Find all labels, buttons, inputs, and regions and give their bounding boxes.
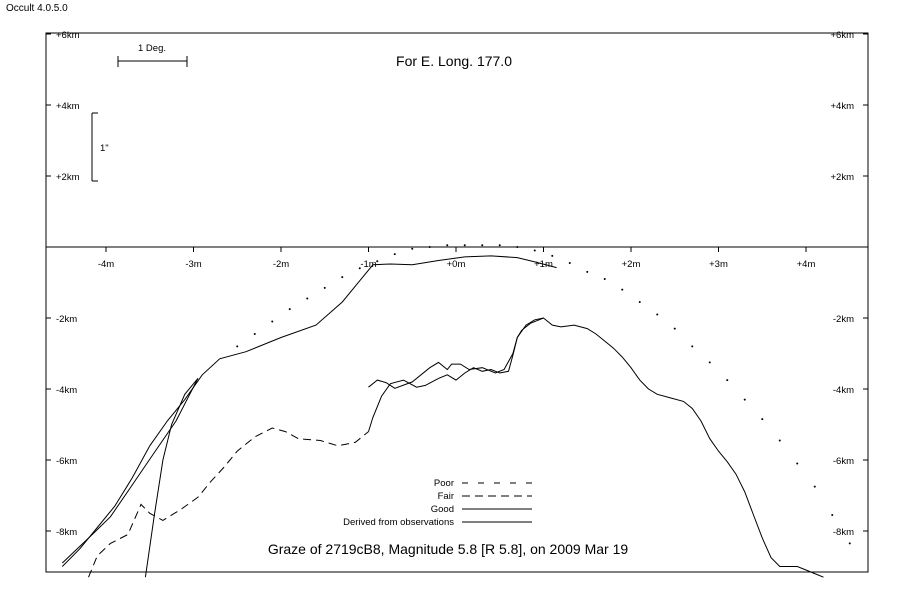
x-tick-label: -1m: [360, 259, 376, 270]
profile-line-good-2: [61, 378, 199, 564]
axis-ticks: -4m -3m -2m -1m +0m +1m +2m +3m +4m+6km +6km+4km +…: [46, 30, 868, 538]
limb-point: [393, 253, 396, 256]
limb-point: [778, 439, 781, 442]
limb-point: [271, 320, 274, 323]
legend-label: Good: [431, 504, 454, 515]
legend-label: Derived from observations: [343, 517, 454, 528]
limb-point: [726, 379, 729, 382]
limb-point: [428, 246, 431, 248]
y-tick-label-right: +6km: [831, 30, 855, 41]
limb-point: [621, 288, 624, 291]
y-tick-label-right: -6km: [833, 456, 854, 467]
y-tick-label-left: +6km: [56, 30, 80, 41]
limb-point: [656, 313, 659, 316]
y-tick-label-right: -8km: [833, 527, 854, 538]
limb-point: [341, 276, 344, 279]
profile-line-fair-5: [88, 427, 369, 578]
limb-point: [603, 277, 606, 280]
profile-line-good-4: [368, 317, 824, 578]
x-tick-label: -2m: [273, 259, 289, 270]
limb-point: [288, 308, 291, 311]
limb-point: [743, 398, 746, 401]
scale-bar-vertical-label: 1": [100, 143, 109, 154]
y-tick-label-right: -4km: [833, 385, 854, 396]
legend: Poor Fair Good Derived from observations: [343, 478, 532, 528]
limb-point: [848, 542, 851, 545]
profile-line-good-3: [144, 378, 199, 578]
y-tick-label-left: -6km: [56, 456, 77, 467]
limb-profile-dotted: [236, 244, 851, 545]
limb-point: [253, 332, 256, 335]
y-tick-label-left: +2km: [56, 172, 80, 183]
limb-point: [831, 514, 834, 517]
chart-caption: Graze of 2719cB8, Magnitude 5.8 [R 5.8],…: [268, 541, 629, 557]
limb-point: [813, 485, 816, 488]
limb-point: [516, 246, 519, 248]
y-tick-label-right: +2km: [831, 172, 855, 183]
profile-line-good-1: [61, 255, 557, 567]
x-tick-label: +3m: [709, 259, 728, 270]
y-tick-label-right: +4km: [831, 101, 855, 112]
chart-frame: [45, 32, 869, 573]
y-tick-label-left: -4km: [56, 385, 77, 396]
limb-point: [551, 254, 554, 257]
limb-point: [411, 247, 414, 250]
x-tick-label: +0m: [447, 259, 466, 270]
limb-point: [708, 361, 711, 364]
scale-bar-horizontal-label: 1 Deg.: [138, 43, 166, 54]
x-tick-label: +4m: [797, 259, 816, 270]
limb-point: [533, 249, 536, 252]
limb-point: [376, 260, 379, 263]
chart-title: For E. Long. 177.0: [396, 53, 512, 69]
plot-border: [45, 32, 869, 573]
limb-point: [358, 267, 361, 270]
limb-point: [761, 418, 764, 421]
limb-point: [638, 301, 641, 304]
limb-point: [673, 327, 676, 330]
limb-point: [236, 345, 239, 348]
x-tick-label: +2m: [622, 259, 641, 270]
limb-point: [323, 286, 326, 289]
app-title: Occult 4.0.5.0: [6, 3, 68, 14]
profile-lines: [61, 244, 851, 578]
y-tick-label-left: -8km: [56, 527, 77, 538]
profile-line-good-6: [368, 317, 544, 432]
y-tick-label-left: +4km: [56, 101, 80, 112]
limb-point: [498, 244, 501, 247]
limb-point: [796, 462, 799, 465]
limb-point: [481, 244, 484, 247]
y-tick-label-right: -2km: [833, 314, 854, 325]
scale-bar-horizontal: 1 Deg.: [117, 43, 188, 67]
y-tick-label-left: -2km: [56, 314, 77, 325]
x-tick-label: -4m: [98, 259, 114, 270]
limb-point: [446, 244, 449, 247]
limb-point: [463, 244, 466, 247]
legend-label: Poor: [434, 478, 454, 489]
limb-point: [306, 297, 309, 300]
limb-point: [586, 270, 589, 273]
limb-point: [568, 261, 571, 264]
legend-label: Fair: [438, 491, 454, 502]
limb-point: [691, 345, 694, 348]
scale-bar-vertical: 1": [91, 112, 109, 182]
x-tick-label: -3m: [185, 259, 201, 270]
